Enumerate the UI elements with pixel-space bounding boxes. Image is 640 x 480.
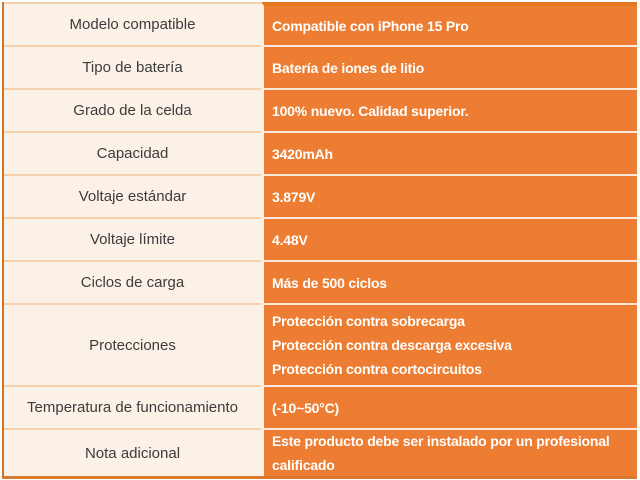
- spec-label-protecciones: Protecciones: [4, 303, 261, 385]
- spec-label-voltaje-limite: Voltaje límite: [4, 217, 261, 260]
- spec-label-tipo-de-bateria: Tipo de batería: [4, 45, 261, 88]
- spec-label-grado-de-la-celda: Grado de la celda: [4, 88, 261, 131]
- spec-value-temperatura-de-funcionamiento: (-10~50°C): [261, 385, 637, 428]
- spec-value-grado-de-la-celda: 100% nuevo. Calidad superior.: [261, 88, 637, 131]
- spec-value-capacidad: 3420mAh: [261, 131, 637, 174]
- spec-label-ciclos-de-carga: Ciclos de carga: [4, 260, 261, 303]
- spec-value-protecciones: Protección contra sobrecarga Protección …: [261, 303, 637, 385]
- spec-value-voltaje-limite: 4.48V: [261, 217, 637, 260]
- spec-label-capacidad: Capacidad: [4, 131, 261, 174]
- spec-value-nota-adicional: Este producto debe ser instalado por un …: [261, 428, 637, 476]
- spec-value-modelo-compatible: Compatible con iPhone 15 Pro: [261, 2, 637, 45]
- spec-label-temperatura-de-funcionamiento: Temperatura de funcionamiento: [4, 385, 261, 428]
- spec-value-tipo-de-bateria: Batería de iones de litio: [261, 45, 637, 88]
- spec-label-voltaje-estandar: Voltaje estándar: [4, 174, 261, 217]
- spec-value-voltaje-estandar: 3.879V: [261, 174, 637, 217]
- spec-value-ciclos-de-carga: Más de 500 ciclos: [261, 260, 637, 303]
- spec-label-modelo-compatible: Modelo compatible: [4, 2, 261, 45]
- spec-label-nota-adicional: Nota adicional: [4, 428, 261, 476]
